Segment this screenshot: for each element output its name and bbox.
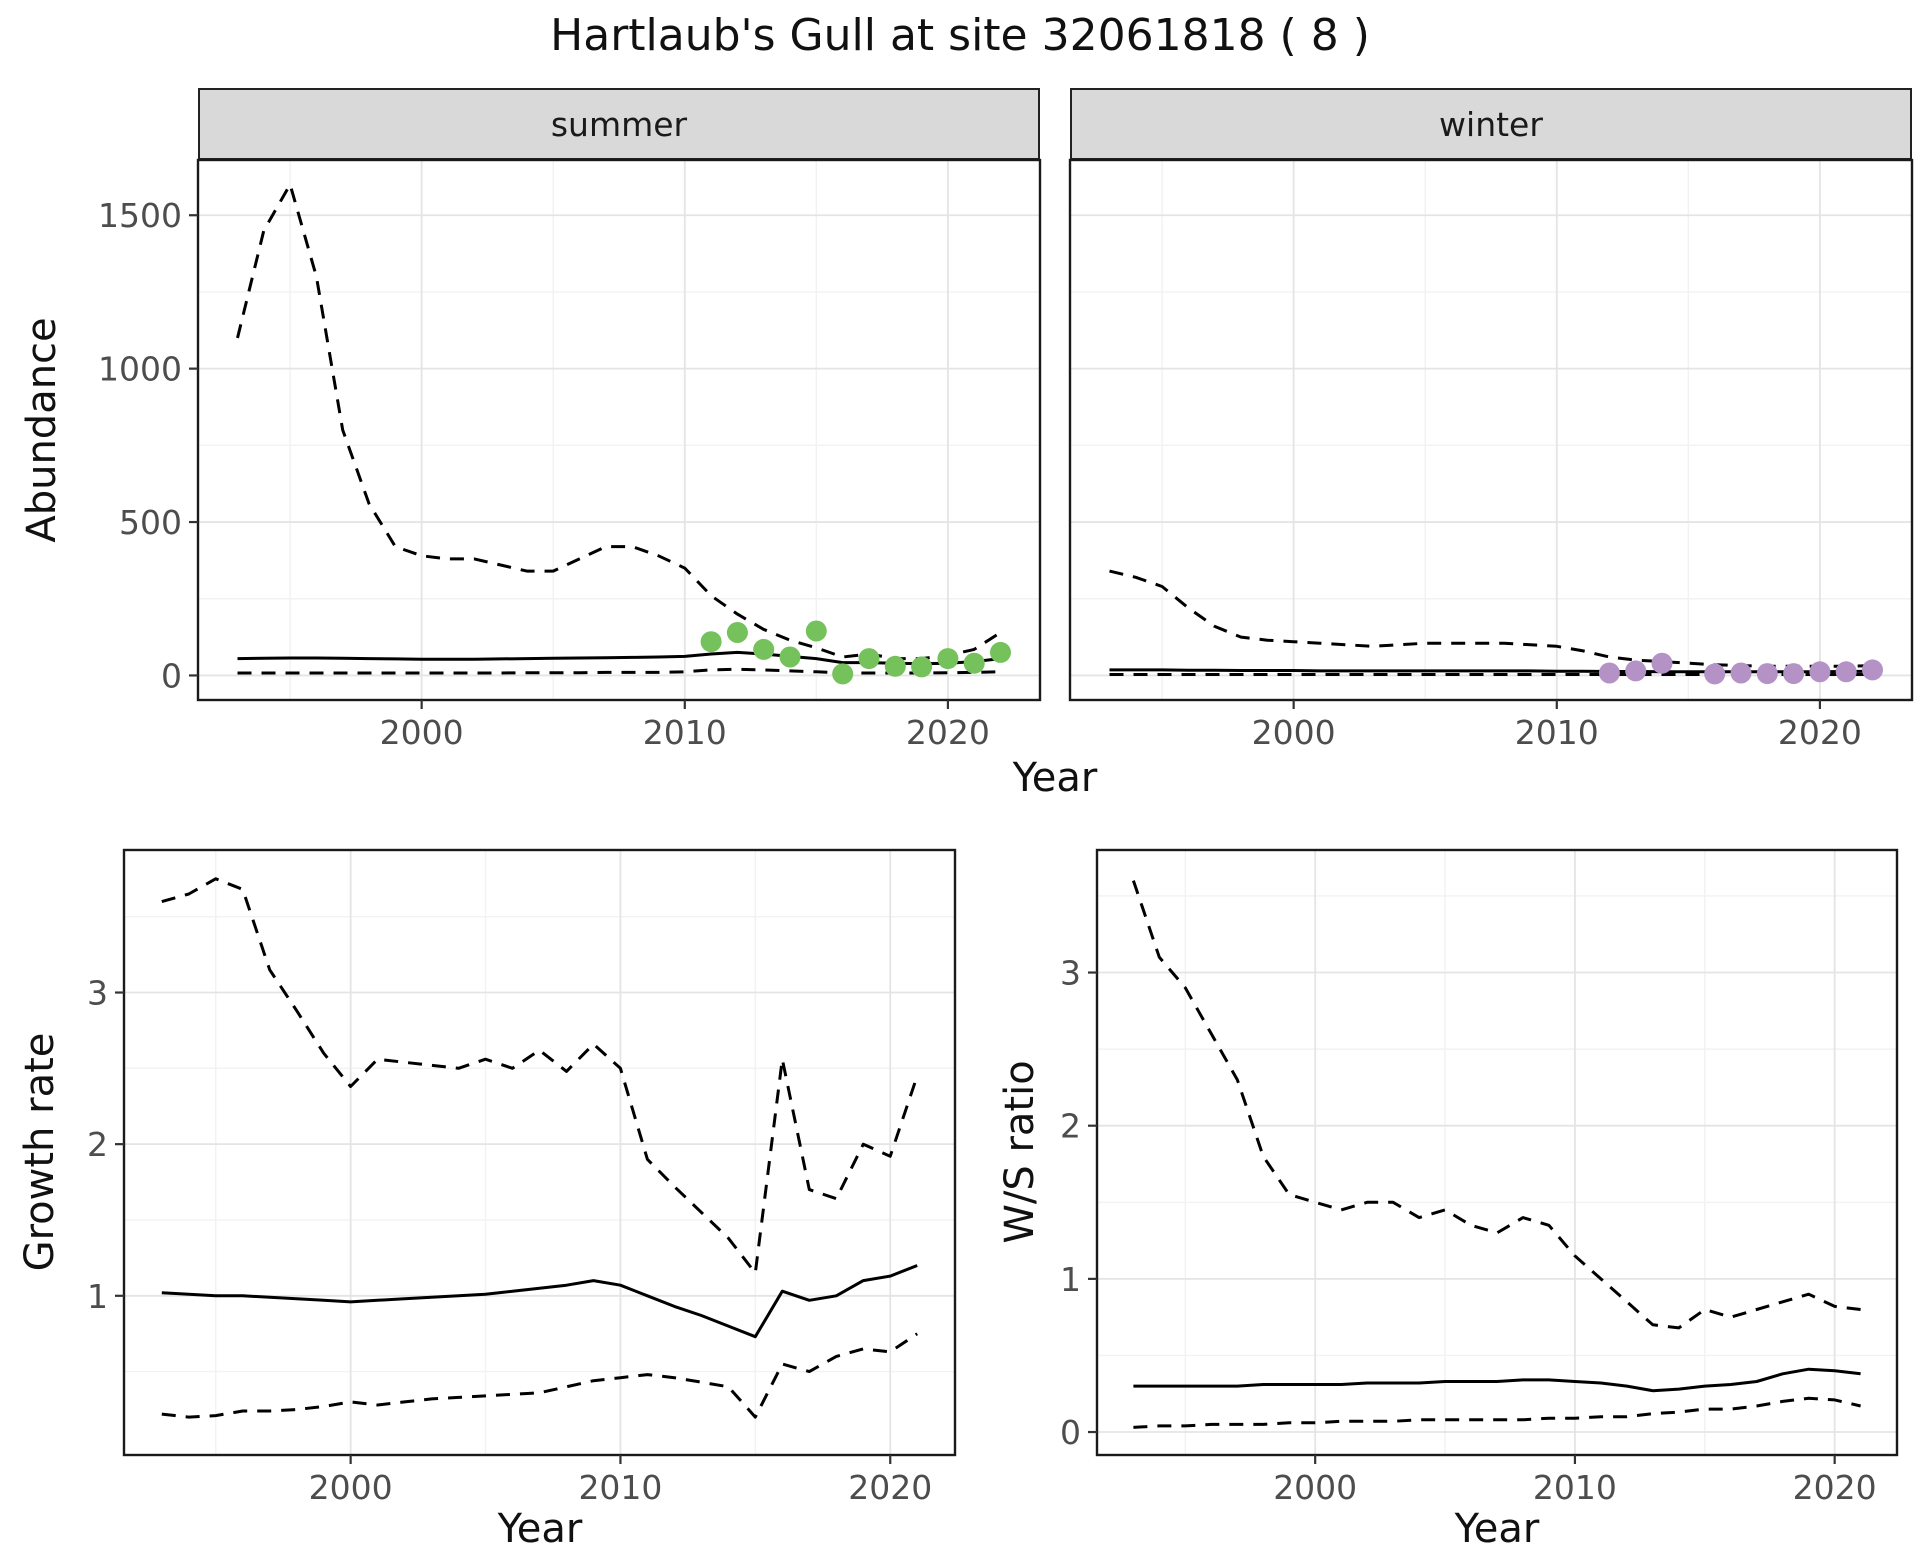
winter-abundance-chart: 2000 2010 2020 bbox=[1068, 158, 1914, 752]
svg-text:1000: 1000 bbox=[98, 350, 182, 389]
facet-strip-summer: summer bbox=[198, 88, 1040, 160]
svg-text:2000: 2000 bbox=[309, 1468, 393, 1507]
svg-text:1500: 1500 bbox=[98, 196, 182, 235]
svg-text:1: 1 bbox=[87, 1277, 108, 1316]
svg-text:2010: 2010 bbox=[1533, 1468, 1617, 1507]
summer-abundance-chart: 2000 2010 2020 0 500 1000 1500 bbox=[98, 158, 1042, 752]
svg-text:2020: 2020 bbox=[848, 1468, 932, 1507]
svg-text:2000: 2000 bbox=[1252, 713, 1336, 752]
svg-text:2010: 2010 bbox=[643, 713, 727, 752]
svg-text:500: 500 bbox=[119, 503, 182, 542]
svg-text:0: 0 bbox=[1060, 1413, 1081, 1452]
facet-strip-summer-label: summer bbox=[550, 104, 688, 144]
growth-year-axis-title: Year bbox=[497, 1506, 583, 1552]
growth-rate-chart: 2000 2010 2020 1 2 3 bbox=[87, 848, 957, 1507]
ws-year-axis-title: Year bbox=[1454, 1506, 1540, 1552]
svg-text:2000: 2000 bbox=[380, 713, 464, 752]
svg-text:3: 3 bbox=[1060, 954, 1081, 993]
ws-ratio-chart: 2000 2010 2020 0 1 2 3 bbox=[1060, 848, 1899, 1507]
top-year-axis-title: Year bbox=[1012, 755, 1098, 801]
svg-text:2000: 2000 bbox=[1273, 1468, 1357, 1507]
facet-strip-winter-label: winter bbox=[1439, 104, 1543, 144]
svg-text:2010: 2010 bbox=[1515, 713, 1599, 752]
abundance-axis-title: Abundance bbox=[19, 317, 65, 543]
svg-text:0: 0 bbox=[161, 656, 182, 695]
svg-text:2: 2 bbox=[87, 1125, 108, 1164]
facet-strip-winter: winter bbox=[1070, 88, 1912, 160]
svg-text:2010: 2010 bbox=[578, 1468, 662, 1507]
svg-text:2020: 2020 bbox=[1793, 1468, 1877, 1507]
figure-title: Hartlaub's Gull at site 32061818 ( 8 ) bbox=[550, 10, 1370, 61]
svg-text:1: 1 bbox=[1060, 1260, 1081, 1299]
svg-text:2: 2 bbox=[1060, 1107, 1081, 1146]
svg-text:2020: 2020 bbox=[906, 713, 990, 752]
svg-text:2020: 2020 bbox=[1778, 713, 1862, 752]
svg-text:3: 3 bbox=[87, 974, 108, 1013]
